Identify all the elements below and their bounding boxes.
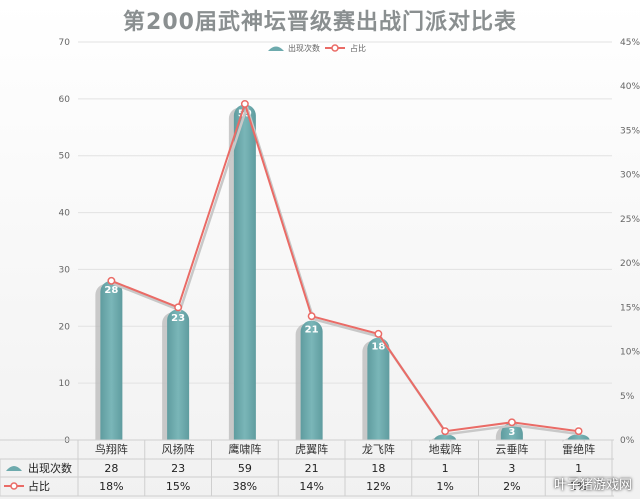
category-label: 风扬阵: [162, 442, 195, 456]
table-cell-percent: 38%: [233, 480, 257, 493]
category-label: 雷绝阵: [562, 442, 595, 456]
left-tick-label: 60: [59, 95, 71, 105]
bar: [300, 320, 323, 440]
table-cell-percent: 1%: [570, 480, 587, 493]
table-bar-swatch: [6, 466, 22, 471]
line-marker: [574, 427, 583, 436]
left-tick-label: 0: [64, 436, 70, 446]
line-marker: [507, 418, 516, 427]
category-label: 龙飞阵: [362, 442, 395, 456]
table-cell-percent: 2%: [503, 480, 520, 493]
right-tick-label: 5%: [620, 392, 635, 402]
right-tick-label: 40%: [620, 82, 640, 92]
line-marker: [107, 276, 116, 285]
bar: [100, 280, 123, 440]
table-line-marker: [10, 482, 18, 490]
left-tick-label: 50: [59, 152, 71, 162]
bar-value-label: 23: [171, 313, 185, 324]
right-tick-label: 45%: [620, 38, 640, 48]
left-tick-label: 10: [59, 379, 71, 389]
table-cell-count: 1: [575, 462, 582, 475]
line-shadow: [112, 102, 581, 436]
table-cell-count: 21: [305, 462, 319, 475]
line-marker: [174, 303, 183, 312]
table-cell-count: 59: [238, 462, 252, 475]
line-marker: [441, 427, 450, 436]
bar: [434, 434, 457, 440]
series-line: [111, 100, 579, 433]
table-cell-percent: 12%: [366, 480, 390, 493]
line-marker: [307, 312, 316, 321]
legend-line-marker: [331, 44, 339, 52]
bar-value-label: 28: [104, 285, 118, 296]
left-tick-label: 20: [59, 322, 71, 332]
bar: [233, 104, 256, 441]
left-tick-label: 30: [59, 265, 71, 275]
table-cell-percent: 1%: [436, 480, 453, 493]
category-label: 云垂阵: [495, 442, 528, 456]
bar-value-label: 3: [508, 427, 515, 438]
watermark: 叶子猪游戏网: [553, 478, 632, 493]
bar-value-label: 18: [371, 342, 385, 353]
category-label: 鹰啸阵: [228, 442, 261, 456]
right-tick-label: 20%: [620, 259, 640, 269]
table-cell-count: 23: [171, 462, 185, 475]
left-tick-label: 40: [59, 209, 71, 219]
bar: [567, 434, 590, 440]
category-label: 地载阵: [429, 442, 462, 456]
left-tick-label: 70: [59, 38, 71, 48]
chart-title: 第200届武神坛晋级赛出战门派对比表: [123, 10, 517, 35]
line-marker: [374, 329, 383, 338]
bar: [167, 309, 190, 440]
table-cell-percent: 15%: [166, 480, 190, 493]
table-cell-count: 3: [508, 462, 515, 475]
table-cell-count: 18: [371, 462, 385, 475]
bar: [367, 337, 390, 440]
legend-label: 出现次数: [288, 43, 320, 53]
category-label: 鸟翔阵: [95, 442, 128, 456]
bar-value-label: 21: [305, 325, 319, 336]
category-label: 虎翼阵: [295, 442, 328, 456]
table-row-header: 出现次数: [28, 461, 72, 475]
right-tick-label: 35%: [620, 126, 640, 136]
right-tick-label: 10%: [620, 348, 640, 358]
legend-label: 占比: [350, 43, 366, 53]
right-tick-label: 15%: [620, 303, 640, 313]
table-cell-percent: 14%: [299, 480, 323, 493]
line-marker: [240, 99, 249, 108]
right-tick-label: 0%: [620, 436, 635, 446]
right-tick-label: 25%: [620, 215, 640, 225]
table-row-header: 占比: [28, 479, 50, 493]
legend-bar-swatch: [268, 46, 284, 51]
right-tick-label: 30%: [620, 171, 640, 181]
table-cell-percent: 18%: [99, 480, 123, 493]
table-cell-count: 28: [104, 462, 118, 475]
table-cell-count: 1: [442, 462, 449, 475]
